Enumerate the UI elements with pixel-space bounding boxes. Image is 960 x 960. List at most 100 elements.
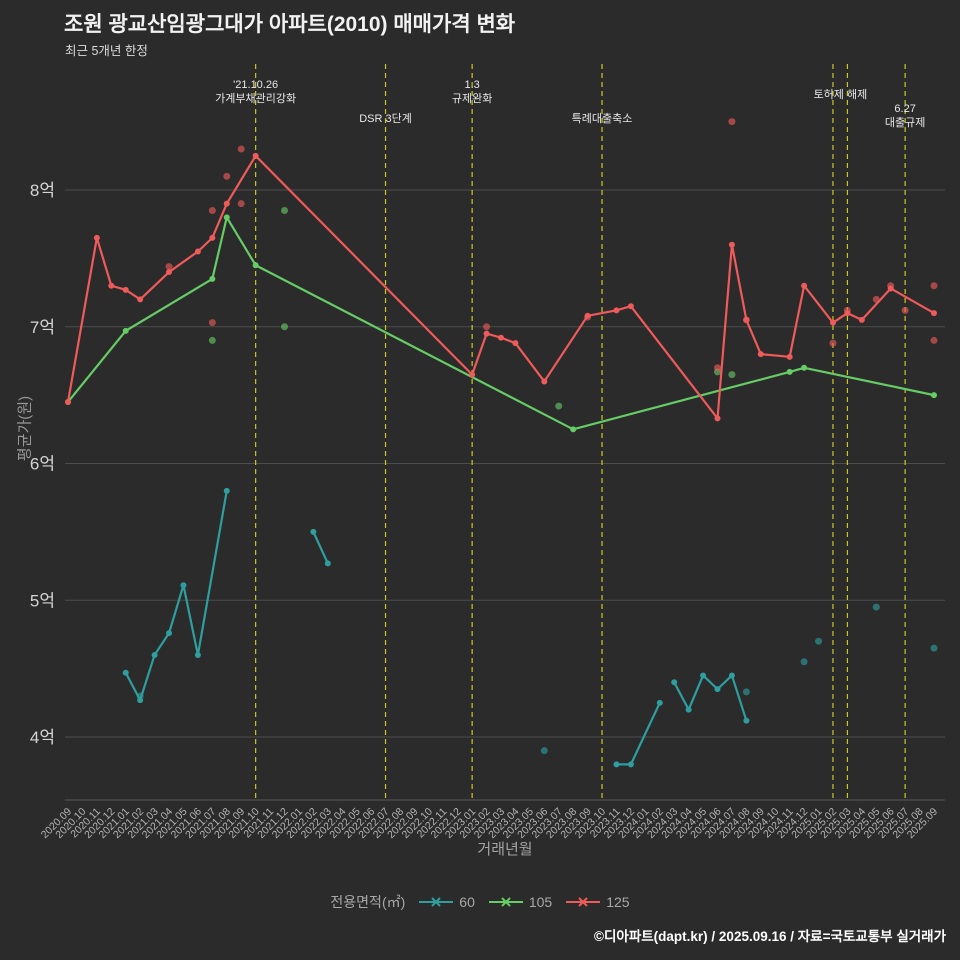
- series-point-60: [728, 672, 735, 679]
- series-point-105: [223, 214, 230, 221]
- chart-subtitle: 최근 5개년 한정: [65, 44, 148, 58]
- scatter-point-105: [281, 207, 288, 215]
- event-label: 특례대출축소: [572, 112, 633, 125]
- scatter-point-125: [930, 282, 938, 290]
- series-point-125: [108, 282, 115, 289]
- scatter-point-60: [872, 603, 880, 611]
- series-point-60: [714, 686, 721, 693]
- scatter-point-60: [136, 692, 144, 700]
- series-point-60: [151, 651, 158, 658]
- legend-item-105[interactable]: 105: [488, 894, 553, 910]
- series-point-125: [166, 269, 173, 276]
- series-point-105: [786, 368, 793, 375]
- legend-marker-105: [488, 897, 523, 907]
- scatter-point-60: [930, 644, 938, 652]
- event-label: 1.3: [464, 79, 479, 91]
- scatter-point-60: [742, 688, 750, 696]
- y-tick-label: 5억: [30, 591, 55, 610]
- scatter-point-125: [887, 282, 895, 290]
- series-point-125: [469, 371, 476, 378]
- series-point-125: [728, 241, 735, 248]
- series-point-60: [613, 761, 620, 768]
- series-point-125: [801, 282, 808, 289]
- y-tick-label: 4억: [30, 728, 55, 747]
- event-label: '21.10.26: [233, 79, 278, 91]
- series-line-60: [673, 674, 748, 722]
- scatter-point-105: [728, 371, 736, 379]
- event-label: 토허제 해제: [814, 87, 868, 101]
- series-point-125: [137, 296, 144, 303]
- scatter-point-125: [742, 316, 750, 324]
- legend-label-125: 125: [606, 894, 630, 910]
- scatter-point-125: [714, 364, 721, 372]
- series-point-125: [194, 248, 201, 255]
- legend-item-60[interactable]: 60: [419, 894, 475, 910]
- legend-item-125[interactable]: 125: [566, 894, 630, 910]
- series-point-105: [801, 364, 808, 371]
- series-point-60: [627, 761, 634, 768]
- series-point-60: [180, 582, 187, 589]
- event-label: DSR 3단계: [359, 112, 412, 125]
- series-point-125: [498, 334, 504, 341]
- series-point-60: [122, 669, 129, 676]
- scatter-point-105: [555, 402, 563, 410]
- series-point-60: [743, 717, 750, 724]
- scatter-point-125: [483, 323, 491, 331]
- series-point-125: [209, 234, 216, 241]
- y-tick-label: 8억: [30, 181, 55, 200]
- series-point-125: [858, 316, 865, 323]
- x-axis-title: 거래년월: [477, 841, 533, 858]
- series-point-125: [757, 351, 764, 358]
- scatter-point-125: [872, 295, 880, 303]
- scatter-point-105: [281, 323, 288, 331]
- series-point-125: [512, 340, 519, 347]
- series-point-125: [613, 307, 620, 314]
- series-point-105: [122, 327, 129, 334]
- scatter-point-125: [829, 339, 837, 347]
- series-point-60: [656, 699, 663, 706]
- scatter-point-60: [540, 747, 548, 755]
- scatter-point-60: [815, 637, 823, 645]
- series-line-60: [312, 530, 329, 565]
- source-credit: ©디아파트(dapt.kr) / 2025.09.16 / 자료=국토교통부 실…: [594, 929, 946, 944]
- series-point-60: [700, 672, 707, 679]
- scatter-point-60: [800, 658, 808, 666]
- series-point-60: [310, 528, 317, 535]
- series-point-60: [194, 651, 201, 658]
- scatter-point-125: [584, 313, 592, 321]
- scatter-point-125: [165, 263, 173, 271]
- series-point-60: [671, 679, 678, 686]
- series-point-125: [93, 234, 100, 241]
- scatter-point-125: [930, 336, 938, 344]
- scatter-point-125: [237, 145, 245, 153]
- series-point-125: [65, 398, 71, 405]
- y-tick-label: 7억: [30, 318, 55, 337]
- y-tick-label: 6억: [30, 455, 55, 474]
- series-point-60: [685, 706, 692, 713]
- series-point-60: [166, 630, 173, 637]
- scatter-point-125: [223, 172, 231, 180]
- scatter-point-125: [843, 306, 851, 314]
- event-label: 대출규제: [885, 116, 925, 129]
- series-line-60: [615, 701, 661, 766]
- series-point-60: [223, 487, 230, 494]
- legend-marker-60: [419, 897, 454, 907]
- series-point-125: [829, 319, 836, 326]
- series-point-125: [714, 415, 721, 422]
- event-label: 규제완화: [452, 92, 492, 105]
- legend: 전용면적(㎡) 60 105 125: [0, 892, 960, 912]
- series-point-105: [570, 426, 577, 433]
- series-point-125: [931, 310, 937, 317]
- legend-title: 전용면적(㎡): [330, 894, 406, 910]
- series-point-125: [122, 286, 129, 293]
- scatter-point-125: [208, 319, 216, 327]
- series-point-125: [223, 200, 230, 207]
- scatter-point-125: [237, 200, 245, 208]
- event-label: 6.27: [894, 103, 915, 115]
- event-label: 가계부채관리강화: [215, 92, 296, 105]
- series-point-125: [252, 152, 259, 159]
- legend-label-105: 105: [528, 894, 553, 910]
- legend-label-60: 60: [459, 894, 475, 910]
